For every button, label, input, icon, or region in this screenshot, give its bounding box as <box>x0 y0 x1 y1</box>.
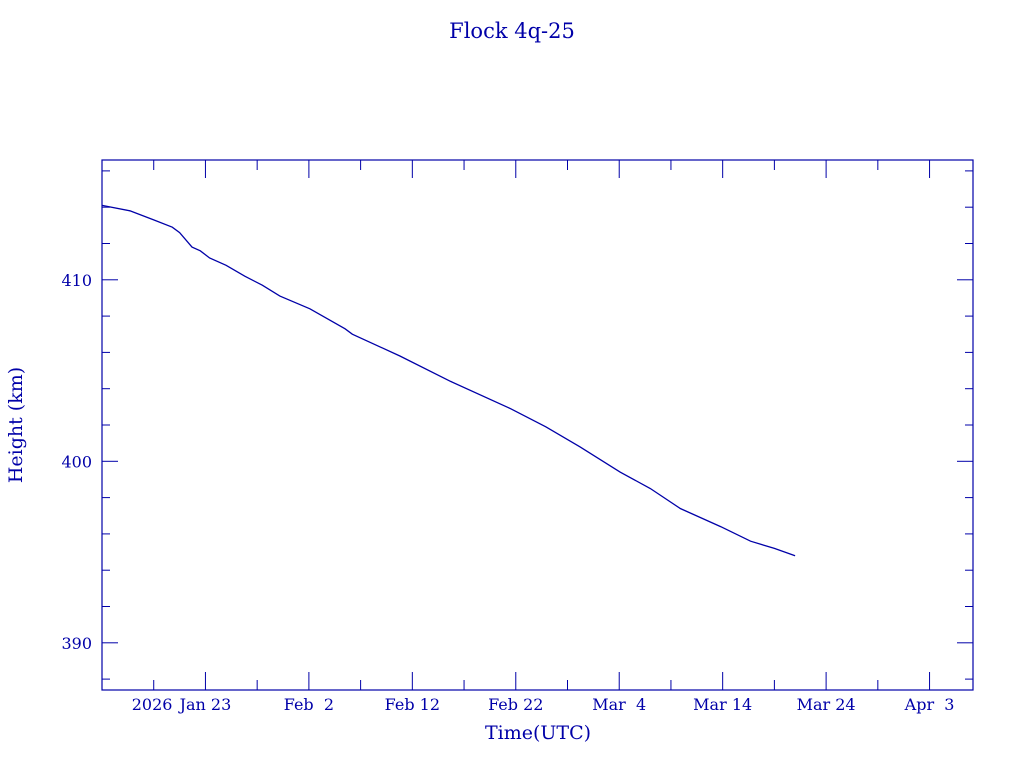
x-tick-label: Feb 12 <box>385 695 440 714</box>
y-tick-label: 400 <box>61 452 92 471</box>
x-axis-label: Time(UTC) <box>485 722 591 744</box>
x-tick-label: Mar 4 <box>592 695 646 714</box>
x-tick-label: Mar 24 <box>797 695 856 714</box>
plot-frame <box>101 159 974 691</box>
x-tick-label: Mar 14 <box>693 695 752 714</box>
x-tick-label: Feb 22 <box>488 695 543 714</box>
series-line-height <box>101 204 796 557</box>
x-tick-label: Apr 3 <box>904 695 955 714</box>
chart-title: Flock 4q-25 <box>449 19 575 43</box>
x-year-label: 2026 <box>132 695 173 714</box>
y-axis-label: Height (km) <box>5 367 27 483</box>
x-tick-label: Jan 23 <box>178 695 232 714</box>
x-tick-label: Feb 2 <box>284 695 334 714</box>
y-tick-label: 390 <box>61 634 92 653</box>
y-tick-label: 410 <box>61 271 92 290</box>
